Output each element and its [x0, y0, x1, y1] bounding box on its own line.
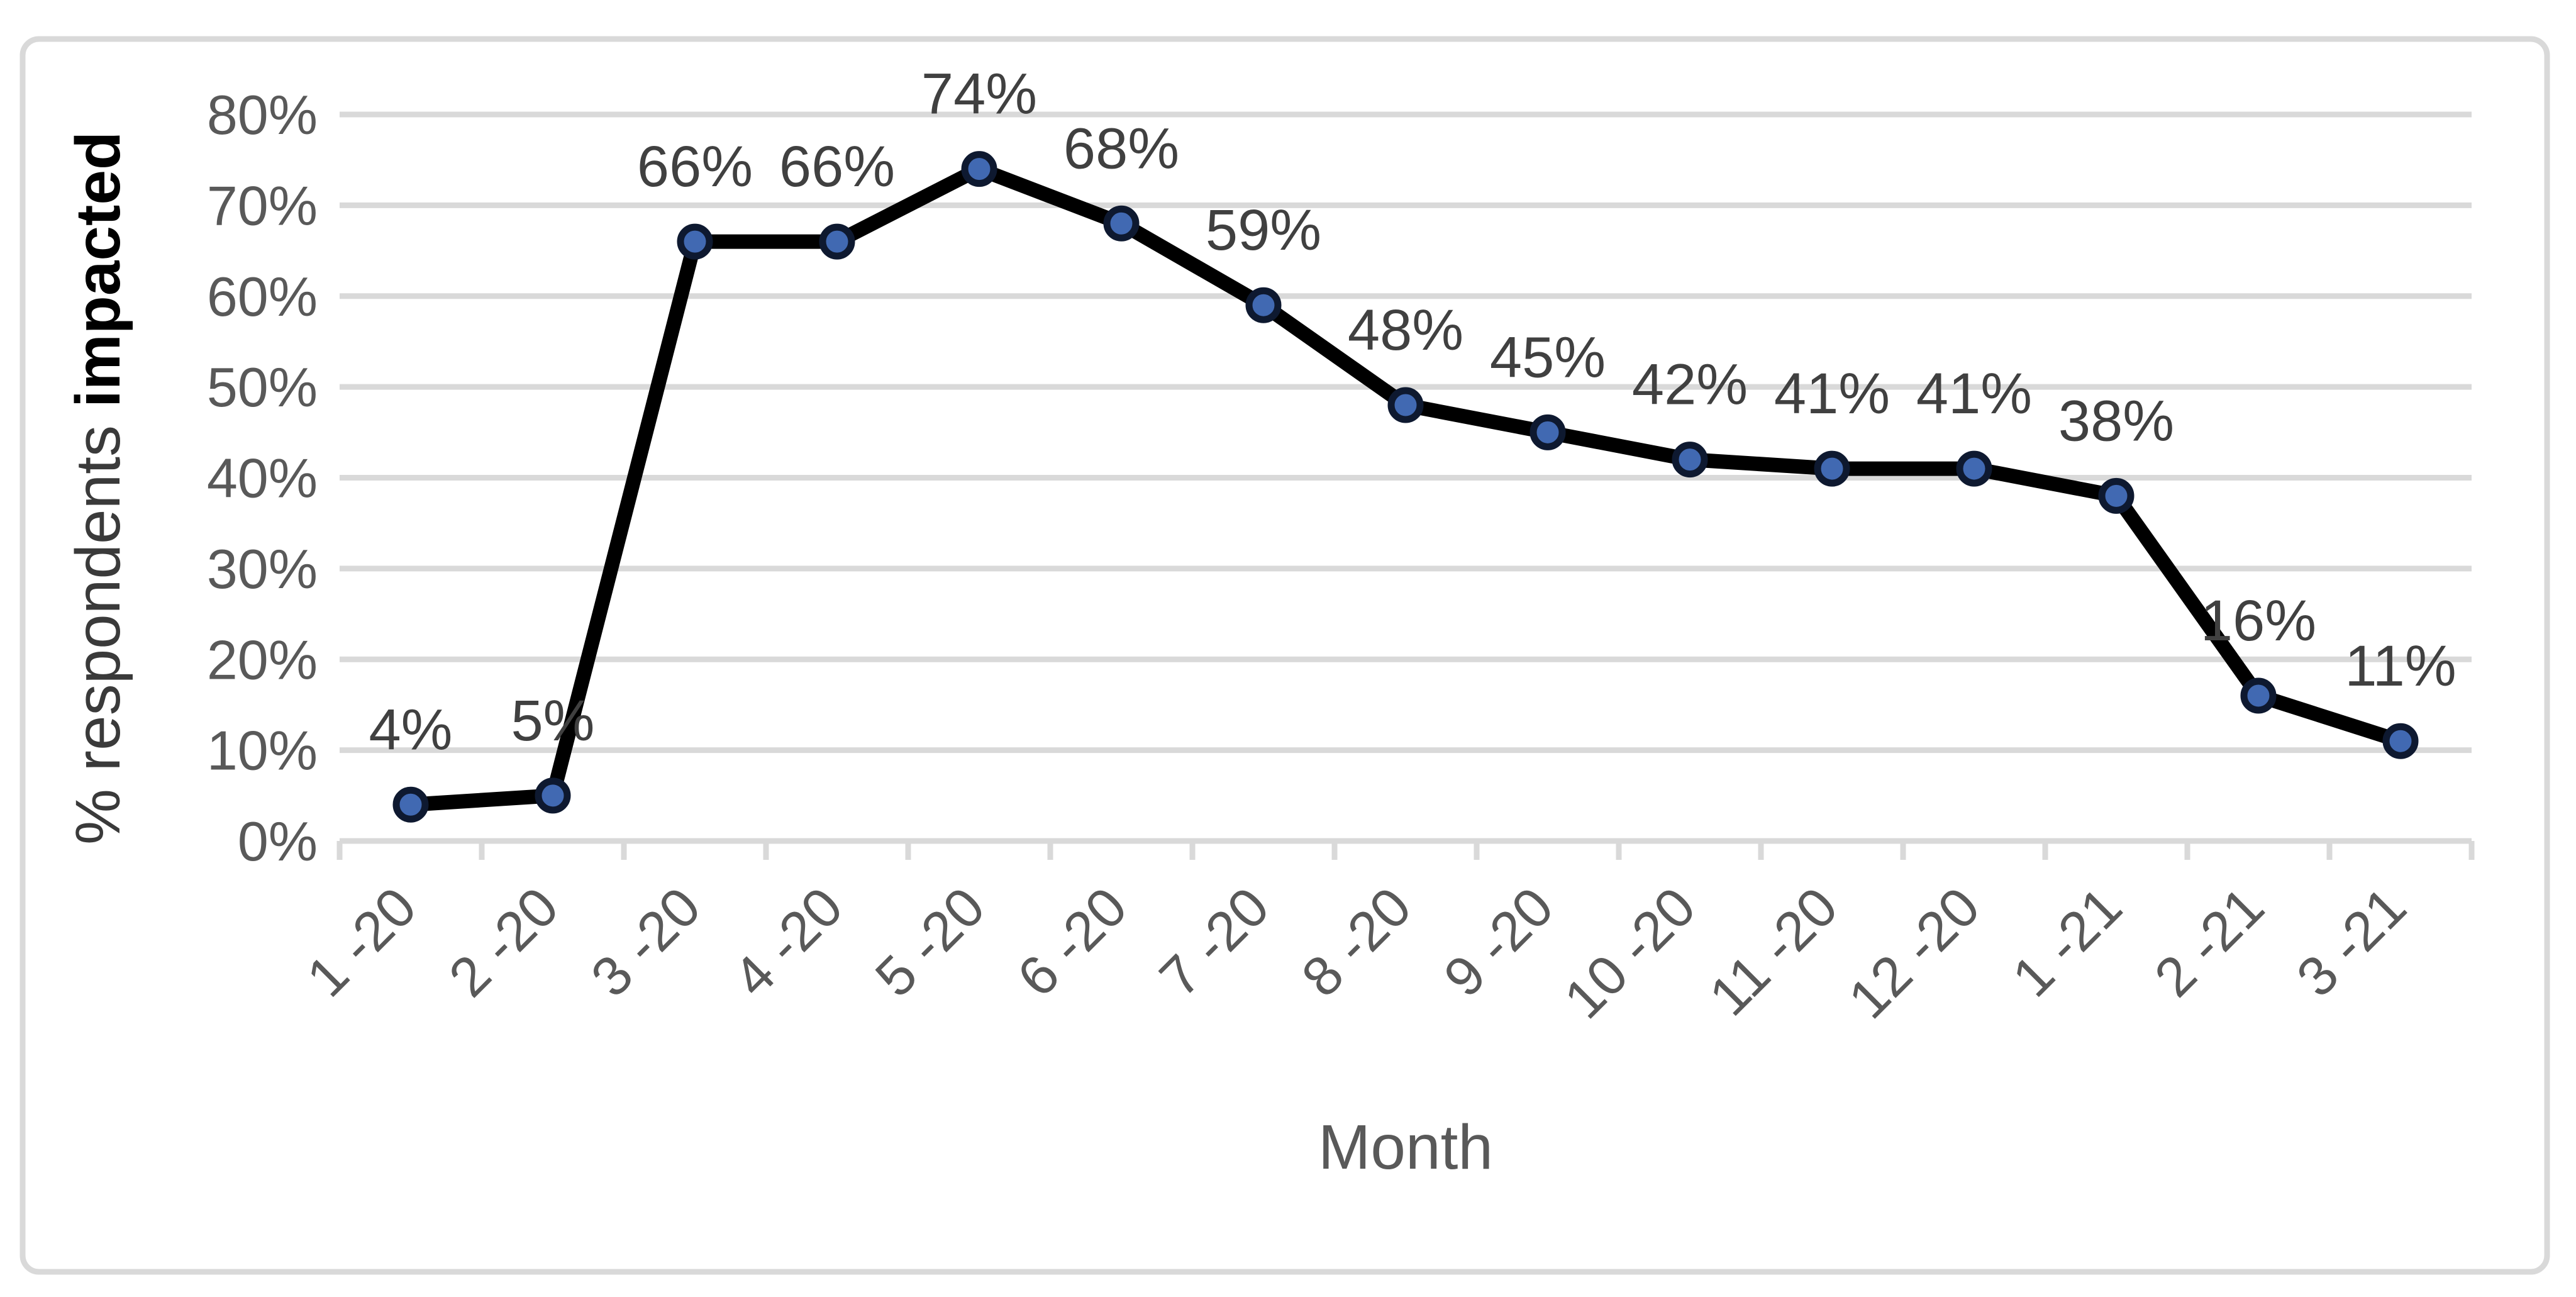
x-tick-label-2-20: 2 -20: [437, 875, 570, 1008]
data-point-5-20: [961, 151, 997, 187]
x-tick-label-10-20: 10 -20: [1552, 875, 1707, 1030]
markers-group: [392, 151, 2419, 823]
x-tick-label-11-20: 11 -20: [1697, 875, 1850, 1027]
data-point-7-20: [1245, 287, 1282, 323]
data-label-2-21: 16%: [2201, 589, 2316, 653]
x-tick-label-9-20: 9 -20: [1432, 875, 1565, 1008]
data-label-10-20: 42%: [1632, 353, 1748, 417]
data-label-11-20: 41%: [1774, 362, 1890, 426]
data-point-1-20: [392, 786, 429, 823]
x-tick-label-5-20: 5 -20: [863, 875, 997, 1008]
data-label-3-21: 11%: [2345, 634, 2456, 698]
data-point-4-20: [819, 223, 855, 260]
x-tick-label-1-20: 1 -20: [295, 875, 428, 1008]
y-tick-label-30%: 30%: [207, 538, 318, 600]
y-tick-labels-group: 0% 10% 20% 30% 40% 50% 60% 70% 80%: [207, 84, 318, 872]
data-labels-group: 4% 5% 66% 66% 74% 68% 59% 48% 45% 42% 41% 41% 38% 16%…: [369, 62, 2457, 762]
data-label-4-20: 66%: [779, 135, 895, 199]
y-tick-label-10%: 10%: [207, 720, 318, 782]
y-tick-label-50%: 50%: [207, 356, 318, 418]
x-tick-label-3-20: 3 -20: [579, 875, 713, 1008]
data-point-6-20: [1103, 205, 1140, 242]
x-axis-title: Month: [1318, 1112, 1493, 1183]
y-tick-label-0%: 0%: [238, 810, 318, 872]
x-tick-label-12-20: 12 -20: [1836, 875, 1991, 1030]
y-tick-label-70%: 70%: [207, 174, 318, 237]
data-point-9-20: [1530, 414, 1566, 450]
data-label-12-20: 41%: [1916, 362, 2032, 426]
data-point-8-20: [1387, 387, 1424, 423]
y-axis-title: % respondents impacted: [63, 131, 133, 845]
data-label-8-20: 48%: [1348, 298, 1463, 362]
data-point-2-21: [2240, 677, 2277, 714]
data-point-2-20: [535, 777, 571, 814]
x-tick-label-7-20: 7 -20: [1148, 875, 1281, 1008]
data-point-3-21: [2382, 723, 2419, 759]
data-label-1-21: 38%: [2058, 389, 2174, 453]
x-tick-label-2-21: 2 -21: [2143, 875, 2276, 1008]
data-label-2-20: 5%: [511, 689, 595, 753]
y-axis-title-regular: % respondents: [63, 425, 133, 845]
data-label-9-20: 45%: [1490, 325, 1606, 389]
gridlines-group: [340, 111, 2472, 754]
y-tick-label-80%: 80%: [207, 84, 318, 146]
data-label-5-20: 74%: [921, 62, 1037, 126]
x-tick-label-6-20: 6 -20: [1006, 875, 1139, 1008]
data-label-1-20: 4%: [369, 698, 453, 762]
x-axis-group: [336, 838, 2475, 860]
data-point-12-20: [1956, 450, 1992, 487]
x-tick-labels-group: 1 -20 2 -20 3 -20 4 -20 5 -20 6 -20 7 -20 8 -20…: [295, 875, 2418, 1030]
data-label-3-20: 66%: [637, 135, 753, 199]
data-point-3-20: [677, 223, 713, 260]
x-tick-label-4-20: 4 -20: [721, 875, 855, 1008]
y-tick-label-20%: 20%: [207, 628, 318, 691]
data-label-6-20: 68%: [1063, 116, 1179, 181]
x-tick-label-3-21: 3 -21: [2285, 875, 2418, 1008]
x-tick-label-1-21: 1 -21: [2001, 875, 2134, 1008]
y-axis-title-bold: impacted: [63, 131, 133, 408]
data-label-7-20: 59%: [1206, 198, 1321, 262]
data-point-10-20: [1672, 442, 1708, 478]
y-tick-label-60%: 60%: [207, 265, 318, 328]
chart-frame-border: [19, 36, 2550, 1275]
y-tick-label-40%: 40%: [207, 447, 318, 509]
data-point-1-21: [2098, 477, 2135, 514]
data-point-11-20: [1814, 450, 1850, 487]
x-tick-label-8-20: 8 -20: [1290, 875, 1423, 1008]
